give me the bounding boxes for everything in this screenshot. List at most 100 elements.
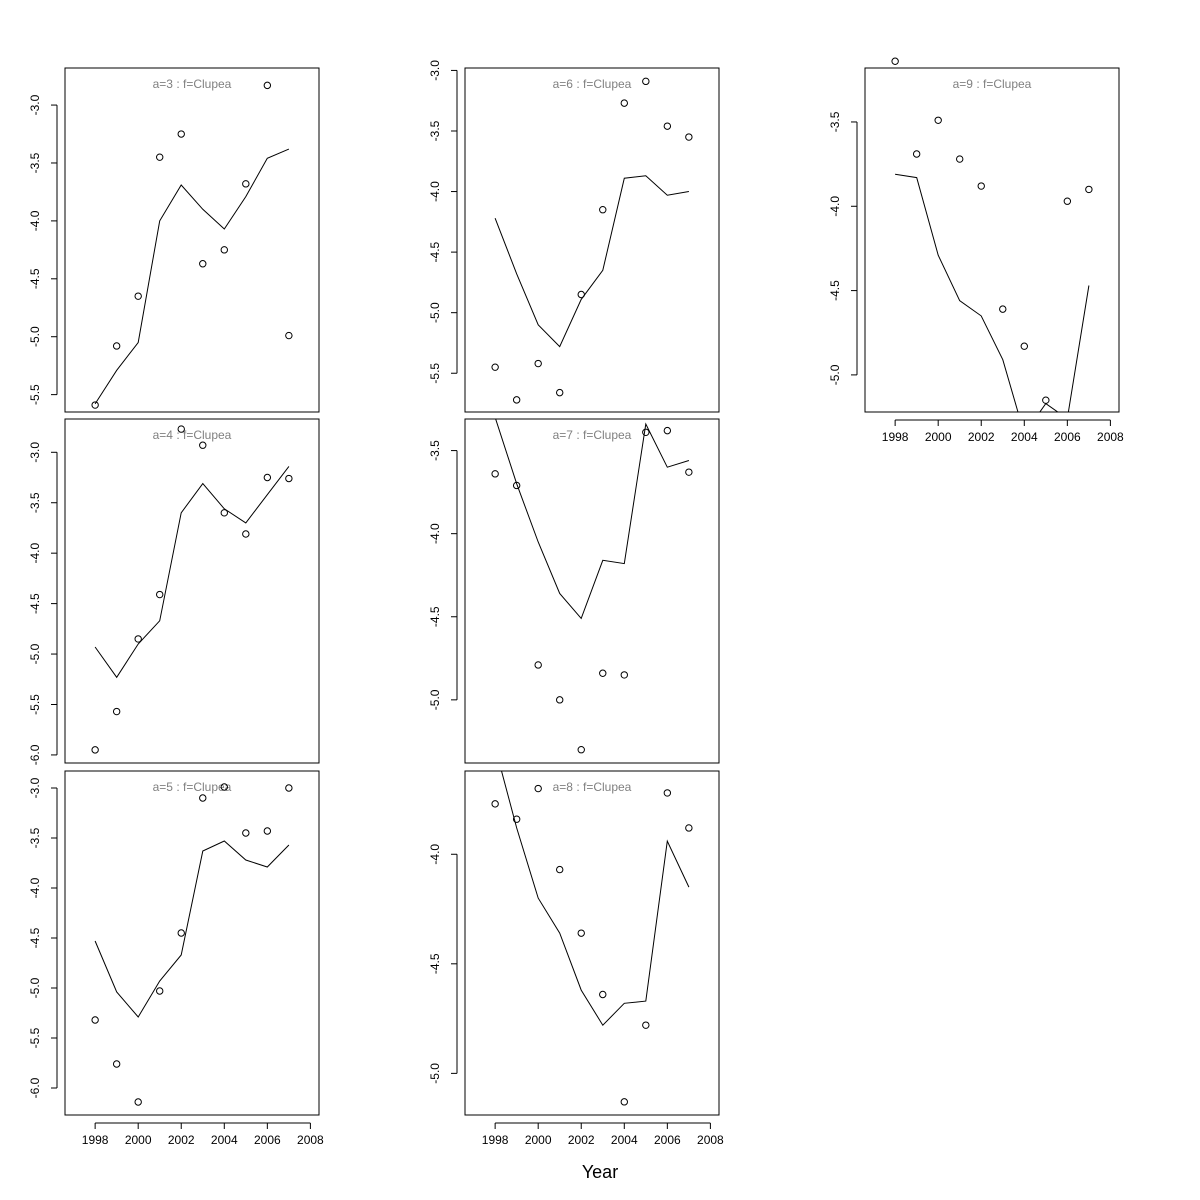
panel-3-title: a=5 : f=Clupea <box>153 780 232 794</box>
panel-7-x-tick-label-4: 2006 <box>1054 430 1081 444</box>
panel-3-y-tick-label-1: -5.5 <box>28 1027 42 1048</box>
panel-5-y-tick-label-0: -5.0 <box>428 689 442 710</box>
panel-1-fit-line <box>94 148 290 405</box>
panel-4-point-3 <box>556 388 564 397</box>
panel-5-title: a=7 : f=Clupea <box>553 428 632 442</box>
panel-1-point-8 <box>263 81 272 90</box>
panel-2-y-tick-label-4: -4.0 <box>28 543 42 564</box>
panel-4-point-7 <box>642 77 650 86</box>
panel-6-point-4 <box>577 929 585 937</box>
panel-1-point-4 <box>177 130 185 138</box>
panel-2-y-tick-label-3: -4.5 <box>28 593 42 614</box>
panel-4-point-4 <box>577 290 585 299</box>
panel-4-y-tick-label-0: -5.5 <box>428 363 442 384</box>
panel-3-x-tick-label-3: 2004 <box>211 1133 238 1147</box>
panel-7-x-tick-label-3: 2004 <box>1011 430 1038 444</box>
panel-5-point-5 <box>599 669 607 677</box>
panel-4-y-tick-label-5: -3.0 <box>428 60 442 81</box>
panel-1-point-5 <box>199 260 207 268</box>
panel-3-frame <box>64 770 320 1116</box>
panel-3-y-tick-label-5: -3.5 <box>28 827 42 848</box>
panel-7-point-8 <box>1063 197 1072 205</box>
panel-3-x-tick-label-0: 1998 <box>82 1133 109 1147</box>
panel-6-point-2 <box>534 784 542 793</box>
panel-5-point-3 <box>556 696 564 704</box>
panel-2-y-tick-label-6: -3.0 <box>28 442 42 463</box>
panel-4-point-9 <box>685 133 693 141</box>
panel-2-y-tick-label-2: -5.0 <box>28 643 42 664</box>
panel-2-y-tick-label-0: -6.0 <box>28 744 42 765</box>
panel-2-y-tick-label-1: -5.5 <box>28 694 42 715</box>
panel-3-fit-line <box>94 840 290 1018</box>
panel-2-point-3 <box>156 590 164 599</box>
panel-3-point-7 <box>242 829 250 837</box>
panel-6-title: a=8 : f=Clupea <box>553 780 632 794</box>
panel-4-point-1 <box>512 396 521 404</box>
panel-4-y-tick-label-4: -3.5 <box>428 120 442 141</box>
panel-5-point-0 <box>491 470 499 478</box>
x-axis-label: Year <box>582 1162 618 1182</box>
panel-6-point-7 <box>642 1021 650 1029</box>
panel-6-point-0 <box>491 800 499 808</box>
panel-6-y-tick-label-0: -5.0 <box>428 1063 442 1084</box>
panel-1-point-3 <box>156 153 164 161</box>
panel-7-point-9 <box>1085 185 1093 194</box>
panel-3-point-6 <box>220 783 228 791</box>
panel-4-frame <box>464 67 720 413</box>
panel-3-x-tick-label-1: 2000 <box>125 1133 152 1147</box>
panel-3-x-tick-label-5: 2008 <box>297 1133 324 1147</box>
panel-5-y-tick-label-1: -4.5 <box>428 606 442 627</box>
panel-5-point-2 <box>534 661 542 669</box>
panel-3-y-tick-label-4: -4.0 <box>28 877 42 898</box>
panel-5-point-6 <box>620 671 628 679</box>
panel-2-point-2 <box>134 635 142 643</box>
panel-3-point-5 <box>199 794 207 802</box>
panel-2-frame <box>64 418 320 764</box>
panel-4-point-5 <box>599 206 607 214</box>
panel-6-point-1 <box>512 815 521 823</box>
panel-6-y-tick-label-1: -4.5 <box>428 953 442 974</box>
panel-5-fit-line <box>495 419 690 620</box>
panel-7: a=9 : f=Clupea -5.0 -4.5 -4.0 -3.5 1998 2000 20… <box>828 57 1124 444</box>
panel-4: a=6 : f=Clupea -5.5 -5.0 -4.5 -4.0 -3.5 -3.0 <box>428 60 720 413</box>
panel-2-point-0 <box>91 746 99 754</box>
panel-2-point-5 <box>199 441 207 449</box>
panel-4-point-0 <box>491 363 499 371</box>
panel-2: a=4 : f=Clupea -6.0 -5.5 -5.0 -4.5 -4.0 -3.5 -3… <box>28 418 320 765</box>
panel-1-y-tick-label-2: -4.5 <box>28 268 42 289</box>
panel-1-title: a=3 : f=Clupea <box>153 77 232 91</box>
panel-1-point-9 <box>285 331 293 340</box>
panel-5-y-tick-label-2: -4.0 <box>428 523 442 544</box>
panel-7-x-tick-label-1: 2000 <box>925 430 952 444</box>
panel-1-point-1 <box>112 342 121 350</box>
panel-4-point-2 <box>534 359 542 368</box>
panel-2-title: a=4 : f=Clupea <box>153 428 232 442</box>
panel-2-point-4 <box>177 425 185 433</box>
panel-7-point-6 <box>1020 342 1028 350</box>
panel-4-y-tick-label-2: -4.5 <box>428 241 442 262</box>
panel-3-x-tick-label-2: 2002 <box>168 1133 195 1147</box>
panel-3-point-9 <box>285 784 293 792</box>
panel-2-point-1 <box>112 707 121 716</box>
panel-3-y-tick-label-2: -5.0 <box>28 977 42 998</box>
panel-3-y-tick-label-0: -6.0 <box>28 1077 42 1098</box>
panel-6: a=8 : f=Clupea -5.0 -4.5 -4.0 1998 2000 2002 20… <box>428 770 724 1147</box>
panel-1-y-tick-label-4: -3.5 <box>28 152 42 173</box>
panel-2-point-8 <box>263 473 272 482</box>
panel-7-point-2 <box>934 116 942 124</box>
panel-1-y-tick-label-0: -5.5 <box>28 384 42 405</box>
panel-7-point-1 <box>912 150 921 158</box>
panel-6-x-tick-label-4: 2006 <box>654 1133 681 1147</box>
panel-5-point-9 <box>685 468 693 476</box>
panel-1-y-tick-label-5: -3.0 <box>28 94 42 115</box>
panel-7-x-tick-label-5: 2008 <box>1097 430 1124 444</box>
panel-4-y-tick-label-3: -4.0 <box>428 181 442 202</box>
panel-5-y-tick-label-3: -3.5 <box>428 440 442 461</box>
panel-1-frame <box>64 67 320 413</box>
panel-6-y-tick-label-2: -4.0 <box>428 844 442 865</box>
panel-7-y-tick-label-2: -4.0 <box>828 196 842 217</box>
panel-7-title: a=9 : f=Clupea <box>953 77 1032 91</box>
panel-4-fit-line <box>494 175 689 348</box>
panel-7-frame <box>864 67 1120 413</box>
